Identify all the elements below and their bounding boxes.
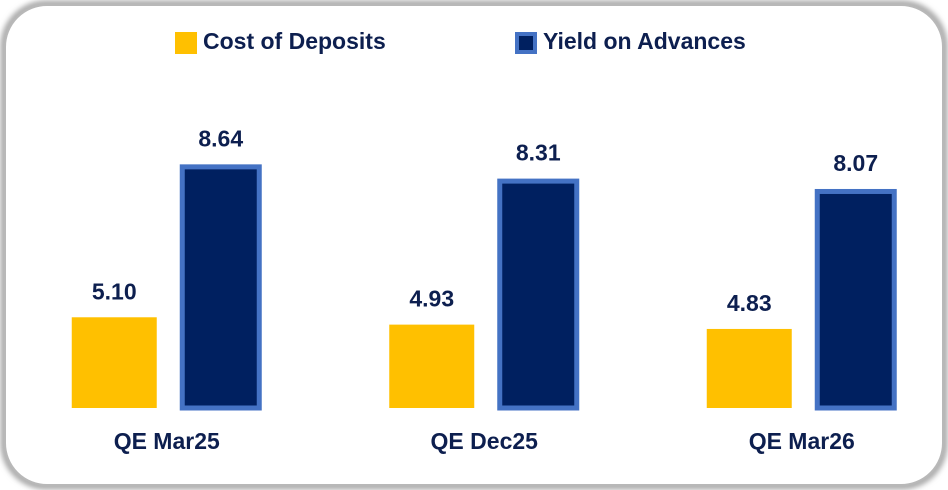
legend-label: Cost of Deposits	[203, 28, 386, 54]
bar	[497, 178, 580, 411]
value-label: 8.07	[833, 150, 878, 176]
panel	[4, 4, 944, 486]
value-label: 4.93	[409, 286, 454, 312]
x-tick-label: QE Mar26	[749, 428, 855, 454]
bar	[814, 188, 897, 411]
legend-swatch	[515, 32, 537, 54]
value-label: 4.83	[727, 290, 772, 316]
value-label: 5.10	[92, 278, 137, 304]
legend-swatch	[175, 32, 197, 54]
bar	[179, 164, 262, 411]
bar	[71, 317, 157, 408]
x-tick-label: QE Dec25	[431, 428, 539, 454]
value-label: 8.64	[198, 125, 243, 151]
x-tick-label: QE Mar25	[114, 428, 220, 454]
bar	[389, 324, 475, 408]
legend-label: Yield on Advances	[543, 28, 746, 54]
bar	[706, 328, 792, 408]
value-label: 8.31	[516, 140, 561, 166]
